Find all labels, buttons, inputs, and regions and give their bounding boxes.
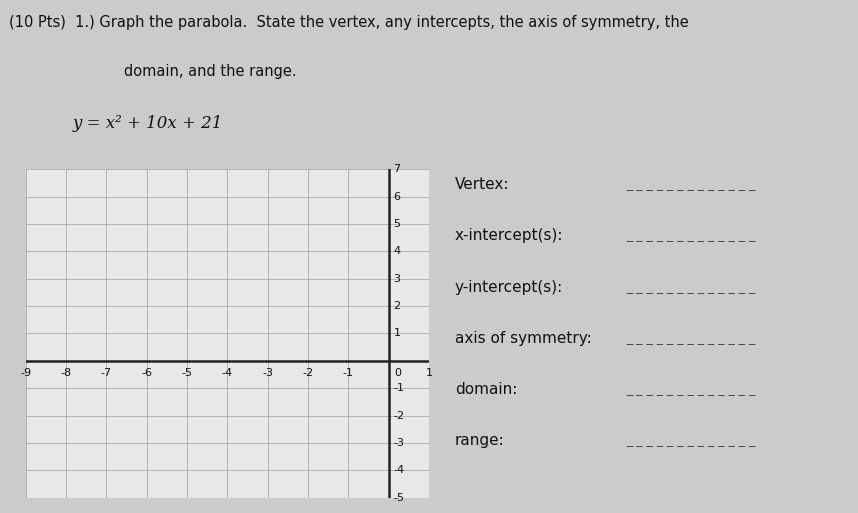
Text: _ _ _ _ _ _ _ _ _ _ _ _ _: _ _ _ _ _ _ _ _ _ _ _ _ _ (626, 228, 756, 241)
Text: -4: -4 (222, 368, 233, 379)
Text: _ _ _ _ _ _ _ _ _ _ _ _ _: _ _ _ _ _ _ _ _ _ _ _ _ _ (626, 331, 756, 344)
Text: domain, and the range.: domain, and the range. (124, 64, 297, 79)
Text: 7: 7 (394, 164, 401, 174)
Text: 6: 6 (394, 192, 401, 202)
Text: -6: -6 (142, 368, 152, 379)
Text: 3: 3 (394, 274, 401, 284)
Text: _ _ _ _ _ _ _ _ _ _ _ _ _: _ _ _ _ _ _ _ _ _ _ _ _ _ (626, 280, 756, 292)
Text: -2: -2 (394, 410, 405, 421)
Text: -5: -5 (182, 368, 192, 379)
Text: y = x² + 10x + 21: y = x² + 10x + 21 (73, 115, 223, 132)
Text: 1: 1 (394, 328, 401, 339)
Text: -7: -7 (101, 368, 112, 379)
Text: -1: -1 (394, 383, 404, 393)
Text: 4: 4 (394, 246, 401, 256)
Text: -1: -1 (343, 368, 353, 379)
Text: (10 Pts)  1.) Graph the parabola.  State the vertex, any intercepts, the axis of: (10 Pts) 1.) Graph the parabola. State t… (9, 15, 688, 30)
Text: _ _ _ _ _ _ _ _ _ _ _ _ _: _ _ _ _ _ _ _ _ _ _ _ _ _ (626, 382, 756, 395)
Text: -9: -9 (21, 368, 31, 379)
Text: domain:: domain: (455, 382, 517, 397)
Text: -8: -8 (61, 368, 71, 379)
Text: -3: -3 (263, 368, 273, 379)
Text: _ _ _ _ _ _ _ _ _ _ _ _ _: _ _ _ _ _ _ _ _ _ _ _ _ _ (626, 177, 756, 190)
Text: axis of symmetry:: axis of symmetry: (455, 331, 591, 346)
Text: range:: range: (455, 433, 505, 448)
Text: -2: -2 (303, 368, 313, 379)
Text: 1: 1 (426, 368, 432, 379)
Text: -4: -4 (394, 465, 405, 475)
Text: _ _ _ _ _ _ _ _ _ _ _ _ _: _ _ _ _ _ _ _ _ _ _ _ _ _ (626, 433, 756, 446)
Text: 2: 2 (394, 301, 401, 311)
Text: -3: -3 (394, 438, 404, 448)
Text: 5: 5 (394, 219, 401, 229)
Text: Vertex:: Vertex: (455, 177, 510, 192)
Text: x-intercept(s):: x-intercept(s): (455, 228, 563, 243)
Text: -5: -5 (394, 492, 404, 503)
Text: y-intercept(s):: y-intercept(s): (455, 280, 563, 294)
Text: 0: 0 (395, 368, 402, 379)
